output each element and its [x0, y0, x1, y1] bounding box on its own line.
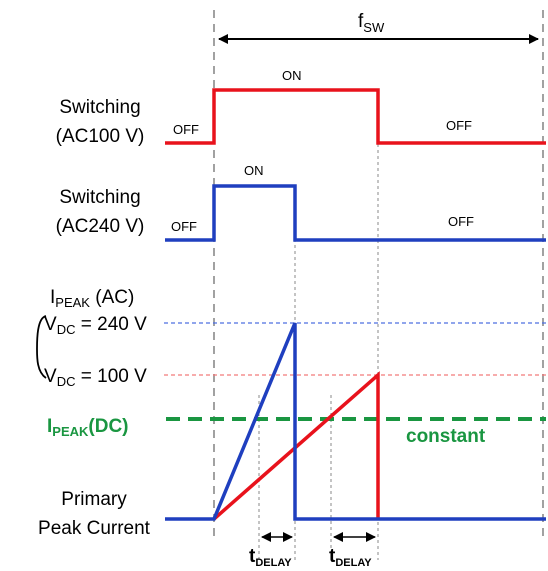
period-label-sub: SW [363, 20, 385, 35]
vdc-240-main: V [44, 314, 57, 335]
vdc-100-label: VDC = 100 V [44, 366, 147, 389]
vdc-240-label: VDC = 240 V [44, 314, 147, 337]
primary-label-line2: Peak Current [38, 518, 151, 539]
row2-off-right: OFF [448, 214, 474, 229]
ipeak-dc-label: IPEAK(DC) [47, 416, 129, 439]
tdelay-100-label: tDELAY [329, 546, 372, 569]
ipeak-dc-sub: PEAK [52, 424, 89, 439]
row2-off-left: OFF [171, 219, 197, 234]
row2-label-line2: (AC240 V) [56, 216, 145, 237]
vdc-240-sub: DC [57, 322, 76, 337]
tdelay-240-main: t [249, 546, 256, 567]
row2-on: ON [244, 163, 264, 178]
ipeak-ac-suffix: (AC) [90, 287, 134, 308]
vdc-100-sub: DC [57, 374, 76, 389]
period-label: fSW [358, 11, 385, 35]
ipeak-dc-main: I [47, 416, 52, 437]
row1-off-left: OFF [173, 122, 199, 137]
ipeak-ac-label: IPEAK (AC) [50, 287, 134, 310]
row1-off-right: OFF [446, 118, 472, 133]
row1-label-line2: (AC100 V) [56, 126, 145, 147]
tdelay-240-sub: DELAY [255, 557, 292, 569]
tdelay-100-sub: DELAY [335, 557, 372, 569]
tdelay-100-main: t [329, 546, 336, 567]
period-label-main: f [358, 11, 364, 32]
ipeak-ac-main: I [50, 287, 55, 308]
vdc-100-main: V [44, 366, 57, 387]
switching-100v-waveform [165, 88, 546, 145]
switching-240v-waveform [165, 184, 546, 242]
ipeak-dc-note: constant [406, 426, 486, 447]
ipeak-dc-suffix: (DC) [88, 416, 128, 437]
ipeak-ac-sub: PEAK [55, 295, 90, 310]
peak-current-240v-waveform [165, 322, 546, 521]
vdc-240-value: = 240 V [75, 314, 147, 335]
row1-on: ON [282, 68, 302, 83]
vdc-100-value: = 100 V [75, 366, 147, 387]
primary-label-line1: Primary [61, 489, 127, 510]
vdc-brace [36, 315, 47, 379]
tdelay-240-label: tDELAY [249, 546, 292, 569]
peak-current-100v-waveform [212, 371, 380, 521]
row2-label-line1: Switching [59, 187, 140, 208]
row1-label-line1: Switching [59, 97, 140, 118]
